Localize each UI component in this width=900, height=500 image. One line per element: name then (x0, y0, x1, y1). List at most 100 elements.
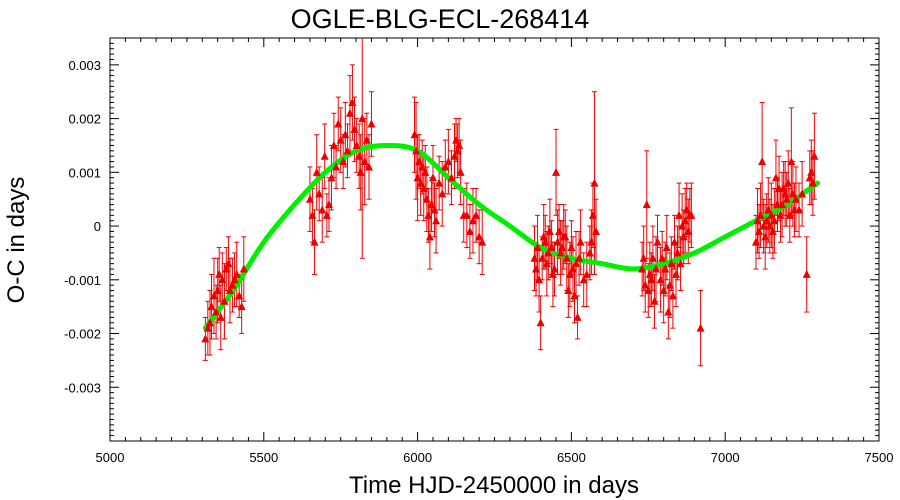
x-tick-label: 6000 (403, 450, 432, 465)
data-point (561, 232, 570, 241)
data-point (564, 286, 573, 295)
data-point (336, 135, 345, 144)
data-point (656, 275, 665, 284)
y-tick-label: 0 (94, 219, 101, 234)
data-point (682, 205, 691, 214)
data-point (562, 253, 571, 262)
data-point (641, 280, 650, 289)
data-point (572, 259, 581, 268)
data-point (582, 269, 591, 278)
fit-curve (202, 142, 820, 331)
y-tick-label: -0.002 (64, 327, 101, 342)
data-point (662, 243, 671, 252)
data-point (345, 108, 354, 117)
data-point (755, 226, 764, 235)
data-point (418, 162, 427, 171)
x-tick-label: 7500 (865, 450, 894, 465)
data-point (447, 173, 456, 182)
data-point (318, 205, 327, 214)
data-point (556, 248, 565, 257)
data-point (207, 302, 216, 311)
data-point (670, 237, 679, 246)
data-point (681, 216, 690, 225)
data-point (585, 248, 594, 257)
data-point (542, 259, 551, 268)
data-point (362, 135, 371, 144)
data-point (764, 205, 773, 214)
error-bars (202, 38, 817, 367)
data-point (341, 130, 350, 139)
data-point (322, 210, 331, 219)
data-point (671, 269, 680, 278)
data-point (237, 302, 246, 311)
data-point (305, 194, 314, 203)
data-point (422, 194, 431, 203)
data-point (312, 167, 321, 176)
x-tick-labels: 5000 5500 6000 6500 7000 7500 (96, 450, 894, 465)
data-point (758, 157, 767, 166)
data-point (761, 232, 770, 241)
data-point (544, 248, 553, 257)
data-point (541, 237, 550, 246)
data-point (213, 286, 222, 295)
data-point (222, 264, 231, 273)
data-point (450, 151, 459, 160)
data-point (478, 237, 487, 246)
data-point (413, 173, 422, 182)
data-point (220, 296, 229, 305)
data-point (679, 232, 688, 241)
data-point (424, 210, 433, 219)
data-point (647, 275, 656, 284)
data-point (416, 178, 425, 187)
data-point (751, 237, 760, 246)
data-point (438, 189, 447, 198)
data-point (770, 216, 779, 225)
data-point (552, 167, 561, 176)
data-point (530, 253, 539, 262)
y-tick-label: -0.003 (64, 380, 101, 395)
data-point (209, 291, 218, 300)
data-point (650, 296, 659, 305)
data-point (444, 157, 453, 166)
data-point (573, 312, 582, 321)
data-point (419, 183, 428, 192)
data-point (545, 226, 554, 235)
x-tick-label: 6500 (557, 450, 586, 465)
data-point (665, 280, 674, 289)
data-point (412, 146, 421, 155)
data-point (230, 275, 239, 284)
data-point (684, 226, 693, 235)
data-point (462, 210, 471, 219)
data-point (235, 291, 244, 300)
data-point (329, 140, 338, 149)
data-point (367, 119, 376, 128)
data-point (810, 151, 819, 160)
data-point (475, 232, 484, 241)
data-point (555, 226, 564, 235)
data-point (668, 291, 677, 300)
data-point (768, 226, 777, 235)
data-point (588, 210, 597, 219)
data-points (201, 97, 819, 343)
data-point (355, 151, 364, 160)
data-point (575, 253, 584, 262)
data-point (538, 253, 547, 262)
data-point (771, 173, 780, 182)
data-point (785, 210, 794, 219)
data-point (415, 157, 424, 166)
data-point (659, 286, 668, 295)
data-point (308, 210, 317, 219)
data-point (536, 318, 545, 327)
data-point (224, 259, 233, 268)
data-point (639, 253, 648, 262)
data-point (215, 269, 224, 278)
data-point (791, 194, 800, 203)
data-point (348, 97, 357, 106)
data-point (765, 221, 774, 230)
data-point (228, 280, 237, 289)
data-point (767, 210, 776, 219)
data-point (358, 114, 367, 123)
data-point (576, 237, 585, 246)
data-point (776, 210, 785, 219)
